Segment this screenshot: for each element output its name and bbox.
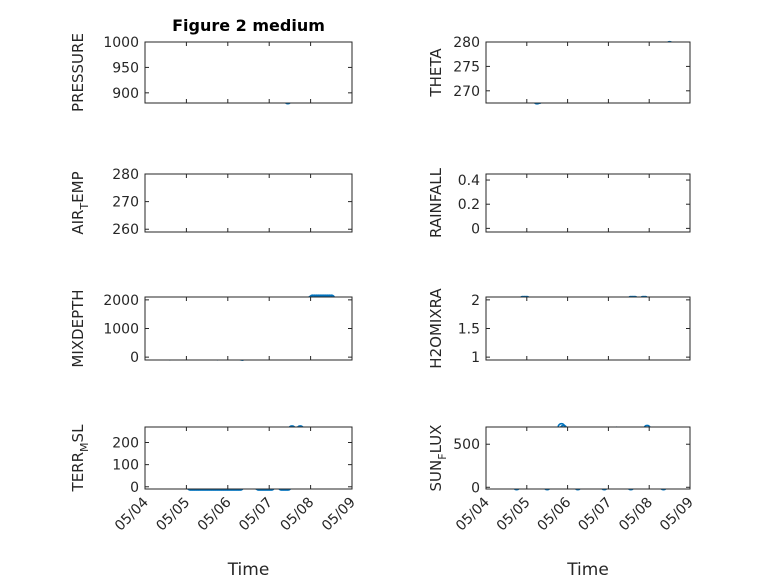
y-axis-label: AIRTEMP	[69, 171, 91, 234]
y-tick-label: 200	[112, 436, 139, 452]
y-axis-label: SUNFLUX	[427, 425, 449, 492]
subplot-rainfall: 0 0.2 0.4 RAINFALL	[427, 167, 691, 238]
x-axis-label: Time	[227, 560, 270, 580]
x-tick-label: 05/04	[112, 494, 152, 534]
y-axis-label-part: EMP	[69, 171, 87, 202]
x-axis-label: Time	[566, 560, 609, 580]
y-tick-label: 275	[453, 59, 480, 75]
axes-frame	[144, 296, 353, 361]
y-tick-label: 1.5	[458, 322, 480, 338]
subplot-mixdepth: 0 1000 2000 MIXDEPTH	[69, 289, 353, 368]
y-tick-label: 0	[471, 480, 480, 496]
subplot-theta: 270 275 280 THETA	[427, 35, 691, 105]
y-axis-label-part: LUX	[427, 425, 445, 454]
y-tick-label: 260	[112, 222, 139, 238]
x-tick-label: 05/08	[278, 495, 318, 535]
y-axis-label: MIXDEPTH	[69, 289, 87, 367]
y-tick-label: 1	[471, 350, 480, 366]
y-axis-label-subscript: M	[78, 442, 91, 452]
y-tick-label: 0.4	[458, 173, 480, 189]
y-tick-label: 1000	[103, 322, 139, 338]
x-tick-label: 05/06	[195, 494, 235, 534]
x-tick-label: 05/06	[535, 494, 575, 534]
y-tick-label: 0	[130, 480, 139, 496]
x-tick-label: 05/04	[453, 494, 493, 534]
y-axis-label-part: AIR	[69, 210, 87, 235]
x-tick-label: 05/07	[236, 495, 276, 535]
y-axis-label-subscript: F	[436, 453, 449, 459]
y-axis-label: RAINFALL	[427, 167, 445, 238]
subplot-sun-flux: 05/04 05/05 05/06 05/07 05/08 05/090500SUNFLU…	[427, 422, 697, 580]
subplot-air-temp: 260 270 280 AIRTEMP	[69, 167, 353, 238]
y-axis-label-part: TERR	[69, 452, 87, 493]
y-axis-label: THETA	[427, 48, 445, 98]
y-tick-label: 900	[112, 86, 139, 102]
y-tick-label: 0.2	[458, 197, 480, 213]
x-tick-label: 05/09	[319, 495, 359, 535]
subplot-pressure: 900 950 1000 PRESSURE	[69, 33, 353, 112]
y-axis-label-part: SL	[69, 424, 87, 443]
y-tick-label: 280	[453, 35, 480, 51]
y-tick-label: 280	[112, 167, 139, 183]
x-tick-label: 05/07	[575, 495, 615, 535]
axes-frame	[144, 41, 353, 104]
y-tick-label: 2000	[103, 293, 139, 309]
y-tick-label: 0	[130, 350, 139, 366]
y-axis-label: H2OMIXRA	[427, 288, 445, 369]
y-axis-label: TERRMSL	[69, 424, 91, 493]
axes-frame	[485, 296, 691, 361]
y-tick-label: 270	[112, 195, 139, 211]
axes-frame	[144, 173, 353, 233]
x-tick-label: 05/08	[616, 495, 656, 535]
x-tick-label: 05/09	[657, 495, 697, 535]
y-tick-label: 270	[453, 84, 480, 100]
y-tick-label: 100	[112, 458, 139, 474]
x-tick-label: 05/05	[494, 495, 534, 535]
y-tick-label: 950	[112, 60, 139, 76]
y-tick-label: 1000	[103, 35, 139, 51]
axes-frame	[485, 173, 691, 233]
axes-frame	[485, 426, 691, 490]
y-tick-label: 0	[471, 221, 480, 237]
y-tick-label: 2	[471, 293, 480, 309]
axes-frame	[485, 41, 691, 104]
x-tick-label: 05/05	[153, 495, 193, 535]
axes-frame	[144, 426, 353, 490]
subplot-h2omixra: 1 1.5 2 H2OMIXRA	[427, 288, 691, 369]
y-tick-label: 500	[453, 437, 480, 453]
y-axis-label-part: SUN	[427, 460, 445, 492]
y-axis-label-subscript: T	[78, 203, 91, 211]
y-axis-label: PRESSURE	[69, 33, 87, 112]
figure-title: Figure 2 medium	[172, 16, 325, 35]
subplot-terr-msl: 05/04 05/05 05/06 05/07 05/08 05/09 0 100 200 TER…	[69, 424, 359, 580]
